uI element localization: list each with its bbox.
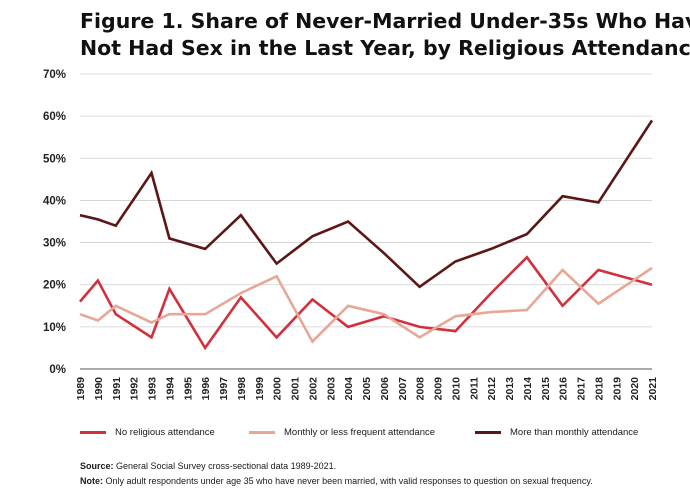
y-tick-label: 50% <box>43 153 66 165</box>
x-tick-label: 2000 <box>272 377 284 401</box>
x-tick-label: 2005 <box>361 377 373 401</box>
legend-item-monthly-or-less: Monthly or less frequent attendance <box>249 427 435 438</box>
chart-title: Figure 1. Share of Never-Married Under-3… <box>80 8 690 62</box>
x-tick-label: 2012 <box>486 377 498 401</box>
x-tick-label: 2009 <box>433 377 445 401</box>
x-tick-label: 1997 <box>218 377 230 401</box>
source-label: Source: <box>80 461 114 471</box>
line-chart: 0% 10% 20% 30% 40% 50% 60% 70% 1989 1990 1991 1992 1… <box>43 69 659 401</box>
x-tick-label: 1998 <box>236 377 248 401</box>
x-tick-label: 2003 <box>325 377 337 401</box>
legend-item-more-than-monthly: More than monthly attendance <box>475 427 638 438</box>
legend-item-no-religious-attendance: No religious attendance <box>80 427 215 438</box>
x-tick-label: 2001 <box>290 377 302 401</box>
x-tick-label: 2020 <box>629 377 641 401</box>
x-tick-label: 2007 <box>397 377 409 401</box>
series-line-2 <box>79 119 654 289</box>
x-tick-label: 1996 <box>200 377 212 401</box>
note-text: Only adult respondents under age 35 who … <box>105 476 593 486</box>
x-tick-label: 2021 <box>647 377 659 401</box>
legend-swatch-no-religious <box>80 431 106 434</box>
x-tick-label: 1992 <box>129 377 141 401</box>
x-tick-label: 2018 <box>593 377 605 401</box>
chart-legend: No religious attendance Monthly or less … <box>0 427 690 443</box>
x-tick-label: 1994 <box>164 377 176 401</box>
x-tick-label: 1990 <box>93 377 105 401</box>
legend-label-no-religious: No religious attendance <box>115 427 215 438</box>
y-tick-label: 0% <box>49 364 66 376</box>
x-tick-label: 1991 <box>111 377 123 401</box>
legend-label-more-than-monthly: More than monthly attendance <box>510 427 639 438</box>
x-tick-label: 2008 <box>415 377 427 401</box>
series-line-0 <box>79 255 653 351</box>
x-tick-label: 2002 <box>307 377 319 401</box>
y-tick-label: 30% <box>43 238 66 250</box>
x-tick-label: 1999 <box>254 377 266 401</box>
x-tick-label: 2014 <box>522 377 534 401</box>
x-tick-label: 2019 <box>611 377 623 401</box>
x-tick-label: 2016 <box>558 377 570 401</box>
y-tick-label: 20% <box>43 280 66 292</box>
x-tick-label: 2015 <box>540 377 552 401</box>
series-line-1 <box>79 266 653 344</box>
methodology-note: Note: Only adult respondents under age 3… <box>80 474 680 489</box>
x-tick-label: 2006 <box>379 377 391 401</box>
x-tick-label: 2017 <box>576 377 588 401</box>
x-tick-label: 2011 <box>468 377 480 400</box>
x-tick-label: 2010 <box>450 377 462 401</box>
y-tick-label: 70% <box>43 69 66 81</box>
legend-swatch-more-than-monthly <box>475 431 501 434</box>
x-tick-label: 1989 <box>75 377 87 401</box>
footnotes: Source: General Social Survey cross-sect… <box>80 459 680 489</box>
y-tick-label: 60% <box>43 111 66 123</box>
y-tick-label: 10% <box>43 322 66 334</box>
note-label: Note: <box>80 476 103 486</box>
y-tick-label: 40% <box>43 195 66 207</box>
x-tick-label: 2004 <box>343 377 355 401</box>
chart-title-line-2: Not Had Sex in the Last Year, by Religio… <box>80 36 690 60</box>
source-note: Source: General Social Survey cross-sect… <box>80 459 680 474</box>
x-tick-label: 1993 <box>147 377 159 401</box>
x-tick-label: 1995 <box>182 377 194 401</box>
legend-swatch-monthly-or-less <box>249 431 275 434</box>
x-tick-label: 2013 <box>504 377 516 401</box>
source-text: General Social Survey cross-sectional da… <box>116 461 337 471</box>
chart-title-line-1: Figure 1. Share of Never-Married Under-3… <box>80 9 690 33</box>
legend-label-monthly-or-less: Monthly or less frequent attendance <box>284 427 436 438</box>
